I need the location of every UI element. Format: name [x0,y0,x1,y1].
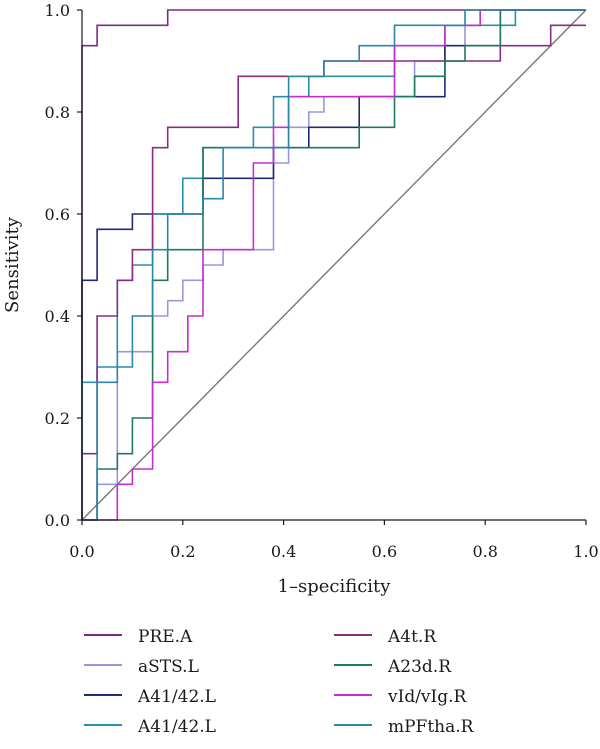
series-line-5 [81,24,586,520]
x-tick-label: 0.6 [372,542,397,561]
y-tick-label: 0.8 [45,103,70,122]
x-axis-title: 1–specificity [278,576,392,597]
legend-label: aSTS.L [138,657,199,677]
ticks-layer: 0.0 0.2 0.4 0.6 0.8 1.0 0.0 0.2 0.4 0.6 0.8 1.0 [45,1,599,561]
y-tick-label: 0.6 [45,205,70,224]
y-tick-label: 0.4 [45,307,70,326]
y-tick-label: 0.2 [45,409,70,428]
x-tick-label: 0.8 [472,542,497,561]
legend-label: A41/42.L [137,687,216,707]
x-tick-label: 0.4 [271,542,296,561]
reference-diagonal-line [81,9,587,521]
x-tick-label: 1.0 [573,542,598,561]
series-line-8 [82,9,586,521]
y-axis-title: Sensitivity [2,216,23,313]
series-line-1 [81,9,586,520]
legend-label: mPFtha.R [388,717,475,737]
reference-layer [81,9,587,521]
legend-label: PRE.A [138,627,193,647]
legend-label: A4t.R [387,627,437,647]
legend-label: A23d.R [387,657,452,677]
legend-label: A41/42.L [137,717,216,737]
series-line-7 [82,9,586,521]
series-layer [81,9,586,521]
x-tick-label: 0.0 [69,542,94,561]
y-tick-label: 1.0 [45,1,70,20]
legend-label: vId/vIg.R [387,687,468,707]
legend: PRE.A aSTS.L A41/42.L A41/42.L A4t.R A23d.R vI… [84,627,475,737]
x-tick-label: 0.2 [170,542,195,561]
axis-layer [81,10,586,521]
y-tick-label: 0.0 [45,511,70,530]
